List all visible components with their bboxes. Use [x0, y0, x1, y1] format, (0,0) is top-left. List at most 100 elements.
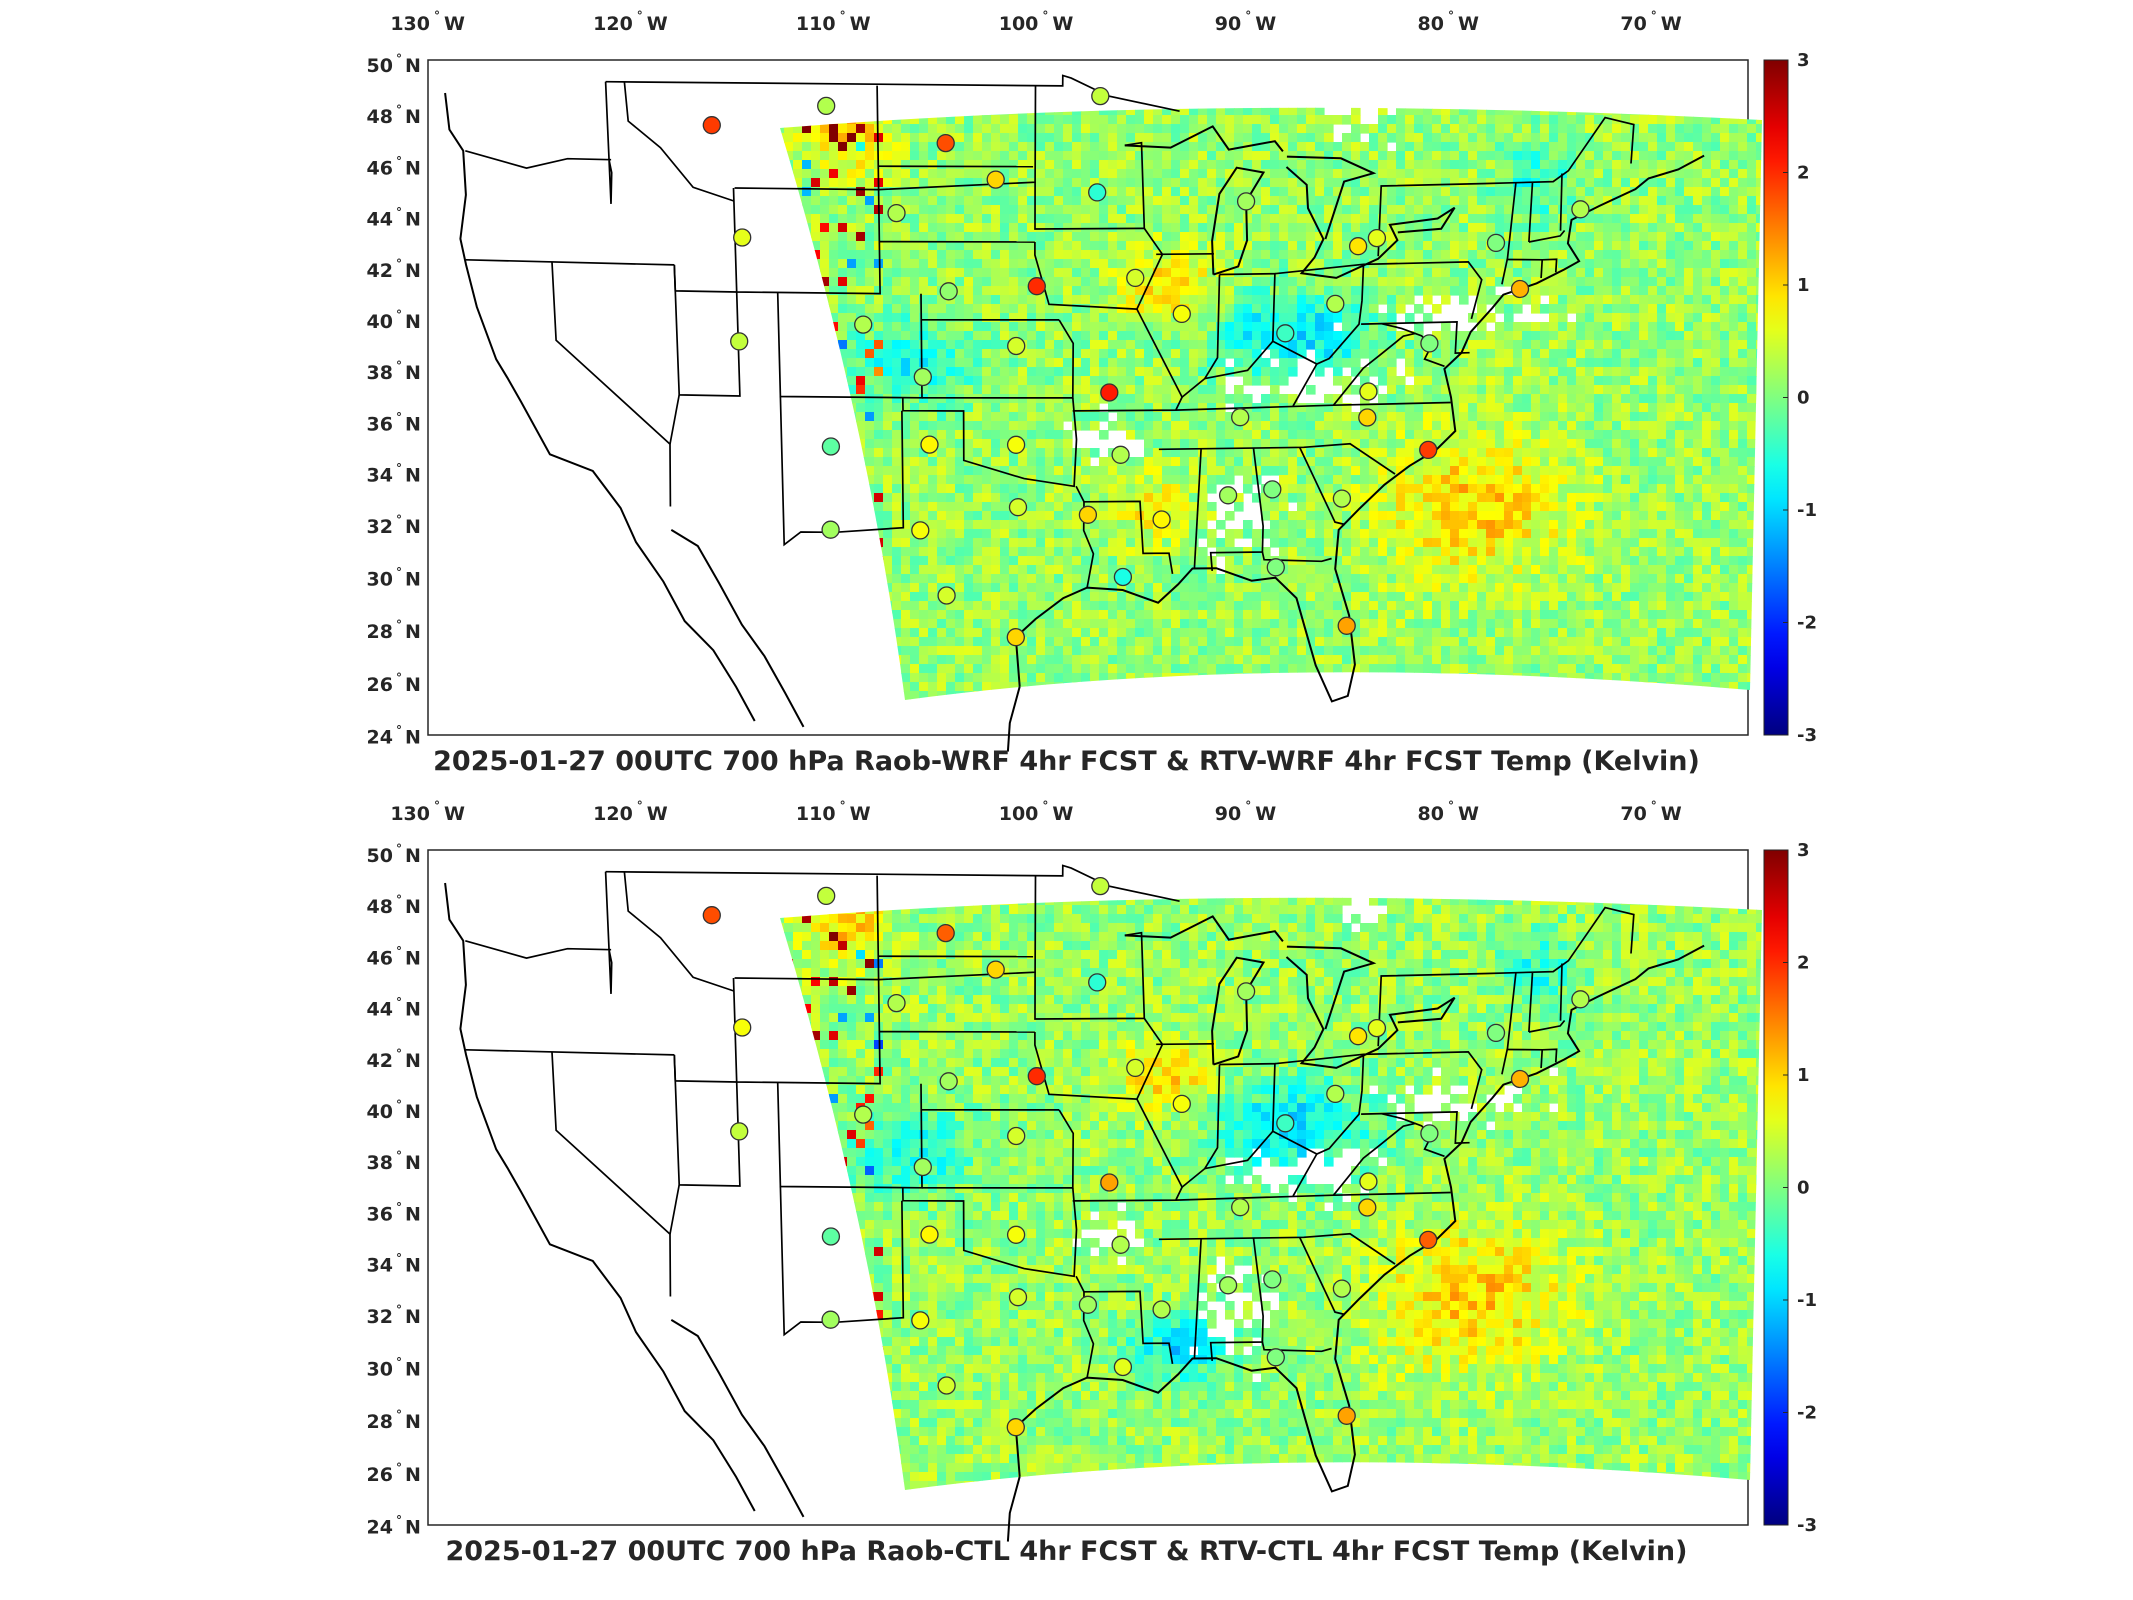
raob-station-marker	[1172, 304, 1191, 324]
state-border	[1298, 1237, 1346, 1316]
state-border	[1332, 1122, 1416, 1196]
lon-hemisphere-label: W	[647, 13, 668, 35]
colorbar-tick-label: 3	[1797, 840, 1810, 861]
degree-symbol: °	[1651, 9, 1657, 23]
degree-symbol: °	[396, 1303, 402, 1317]
lat-hemisphere-label: N	[405, 569, 421, 591]
raob-station-marker	[1111, 445, 1130, 464]
top-map-svg: 130 ° W 120 ° W 110 ° W 100 ° W 90 ° W 80 ° W 70 ° W50 ° N48 ° N…	[367, 9, 1817, 752]
raob-station-marker	[911, 521, 930, 540]
raob-station-marker	[1007, 336, 1026, 356]
raob-station-marker	[1007, 1126, 1026, 1146]
bottom-coastline-layer	[444, 864, 1705, 1542]
lat-hemisphere-label: N	[405, 1359, 421, 1381]
bottom-station-layer	[702, 876, 1590, 1437]
raob-station-marker	[1088, 183, 1107, 202]
coastline	[1014, 154, 1705, 703]
raob-station-marker	[1126, 268, 1145, 288]
lon-hemisphere-label: W	[850, 803, 871, 825]
lat-tick-label: 46	[367, 947, 393, 969]
degree-symbol: °	[396, 462, 402, 476]
colorbar-tick-label: 3	[1797, 50, 1810, 71]
raob-station-marker	[920, 1225, 939, 1244]
raob-station-marker	[1571, 200, 1590, 219]
degree-symbol: °	[637, 9, 643, 23]
state-border	[1075, 1275, 1174, 1365]
raob-station-marker	[1152, 1300, 1171, 1319]
lat-hemisphere-label: N	[405, 1101, 421, 1123]
raob-station-marker	[1006, 1418, 1025, 1437]
degree-symbol: °	[396, 1047, 402, 1061]
state-border	[1377, 116, 1635, 257]
lon-tick-label: 90	[1215, 803, 1241, 825]
degree-symbol: °	[396, 566, 402, 580]
raob-station-marker	[1263, 1270, 1282, 1289]
raob-station-marker	[1510, 1069, 1530, 1089]
degree-symbol: °	[396, 206, 402, 220]
raob-station-marker	[1358, 1198, 1377, 1217]
lat-tick-label: 42	[367, 260, 393, 282]
raob-station-marker	[1100, 383, 1119, 402]
lon-hemisphere-label: W	[1052, 803, 1073, 825]
state-border	[1501, 972, 1517, 1075]
degree-symbol: °	[396, 724, 402, 738]
state-border	[1261, 1341, 1332, 1353]
lon-hemisphere-label: W	[1255, 13, 1276, 35]
lat-hemisphere-label: N	[405, 1152, 421, 1174]
lat-tick-label: 34	[367, 465, 393, 487]
lat-hemisphere-label: N	[405, 465, 421, 487]
state-border	[1181, 1064, 1221, 1188]
lat-hemisphere-label: N	[405, 55, 421, 77]
top-field-layer	[780, 107, 1762, 700]
raob-station-marker	[1359, 382, 1378, 401]
state-border	[465, 1048, 675, 1056]
state-border	[1542, 258, 1558, 273]
lat-hemisphere-label: N	[405, 516, 421, 538]
top-station-layer	[702, 86, 1590, 647]
state-border	[1034, 1017, 1164, 1100]
state-border	[623, 872, 735, 992]
raob-station-marker	[817, 96, 836, 116]
colorbar-tick-label: -3	[1797, 725, 1817, 746]
raob-station-marker	[939, 282, 958, 301]
raob-station-marker	[1348, 237, 1368, 256]
top-coastline-layer	[444, 74, 1705, 752]
raob-station-marker	[1008, 498, 1028, 517]
raob-station-marker	[1326, 1084, 1345, 1104]
raob-station-marker	[730, 1122, 749, 1141]
degree-symbol: °	[1042, 799, 1048, 813]
lat-tick-label: 32	[367, 516, 393, 538]
state-border	[1528, 229, 1566, 243]
raob-station-marker	[730, 332, 749, 351]
raob-station-marker	[1263, 480, 1282, 499]
raob-station-marker	[1091, 876, 1110, 896]
raob-station-marker	[936, 923, 955, 943]
state-border	[1507, 1048, 1544, 1069]
colorbar-tick-label: -2	[1797, 1403, 1817, 1424]
lat-tick-label: 28	[367, 1411, 393, 1433]
lat-tick-label: 44	[367, 999, 393, 1021]
degree-symbol: °	[1245, 9, 1251, 23]
state-border	[1501, 182, 1517, 285]
state-border	[1034, 227, 1164, 310]
lat-hemisphere-label: N	[405, 1050, 421, 1072]
coastline	[1124, 125, 1284, 153]
coastline	[1286, 155, 1377, 240]
raob-station-marker	[1276, 324, 1295, 343]
lon-hemisphere-label: W	[444, 13, 465, 35]
lat-tick-label: 24	[367, 727, 393, 749]
lat-tick-label: 30	[367, 1359, 393, 1381]
lon-tick-label: 80	[1418, 13, 1444, 35]
raob-station-marker	[1486, 1023, 1506, 1043]
state-border	[465, 871, 613, 994]
raob-station-marker	[937, 1376, 956, 1395]
state-border	[605, 864, 1180, 903]
state-border	[1363, 261, 1483, 320]
lat-hemisphere-label: N	[405, 157, 421, 179]
lat-hemisphere-label: N	[405, 896, 421, 918]
raob-station-marker	[1006, 628, 1025, 647]
raob-station-marker	[854, 315, 873, 334]
lat-tick-label: 36	[367, 1203, 393, 1225]
raob-station-marker	[1420, 1124, 1439, 1143]
top-colorbar: 3 2 1 0 -1 -2 -3	[1763, 50, 1817, 746]
